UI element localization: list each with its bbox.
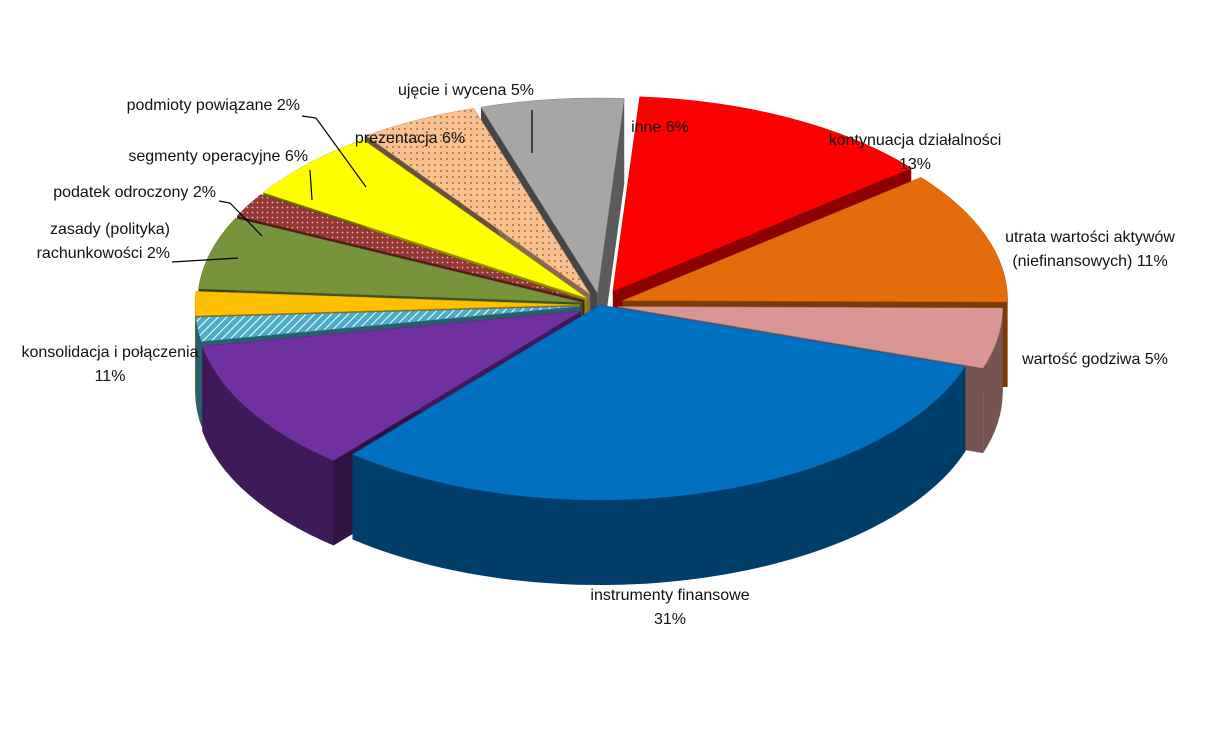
slice-label-line: utrata wartości aktywów	[1005, 229, 1175, 246]
slice-label-line: podatek odroczony 2%	[53, 184, 216, 201]
slice-label: instrumenty finansowe 31%	[590, 587, 749, 628]
leader-line	[301, 115, 367, 188]
slice-zasady-polityka-rachunkowości	[195, 306, 581, 342]
slice-label-line: segmenty operacyjne 6%	[128, 148, 308, 165]
slice-outer-wall	[983, 307, 1003, 454]
leader-line	[218, 200, 263, 237]
slice-label: inne 6%	[631, 119, 689, 136]
slice-label: prezentacja 6%	[355, 130, 465, 147]
slice-podmioty-powiązane	[236, 194, 585, 301]
slice-utrata-wartości-aktywów-niefinansowych	[622, 177, 1008, 303]
slice-label: wartość godziwa 5%	[1021, 351, 1168, 368]
slice-outer-wall	[202, 346, 334, 546]
slice-label: utrata wartości aktywów (niefinansowych) …	[1005, 229, 1175, 270]
label-leader-lines	[171, 110, 533, 263]
slice-outer-wall	[195, 304, 196, 401]
slice-label-line: instrumenty finansowe	[590, 587, 749, 604]
slice-label-line: zasady (polityka)	[50, 221, 170, 238]
slice-outer-wall	[352, 366, 966, 585]
slice-label-line: kontynuacja działalności	[829, 132, 1002, 149]
pie-slice-tops	[194, 96, 1008, 501]
slice-label-line: konsolidacja i połączenia	[22, 344, 199, 361]
slice-label: ujęcie i wycena 5%	[398, 82, 534, 99]
slice-label-line: wartość godziwa 5%	[1021, 351, 1168, 368]
leader-line	[309, 169, 313, 201]
slice-konsolidacja-i-połączenia	[201, 310, 582, 461]
slice-labels: kontynuacja działalności 13% utrata wartoś…	[22, 82, 1176, 628]
slice-label-line: podmioty powiązane 2%	[127, 97, 300, 114]
slice-kontynuacja-działalności	[612, 96, 912, 292]
slice-podatek-odroczony	[194, 291, 581, 317]
slice-prezentacja	[262, 139, 588, 299]
slice-label-line: inne 6%	[631, 119, 689, 136]
slice-outer-wall	[195, 317, 202, 427]
slice-label-line: (niefinansowych) 11%	[1012, 253, 1167, 270]
leader-line	[171, 257, 239, 263]
slice-label: segmenty operacyjne 6%	[128, 148, 308, 165]
slice-label: podmioty powiązane 2%	[127, 97, 300, 114]
slice-wartość-godziwa	[617, 306, 1004, 369]
slice-inne	[480, 97, 625, 294]
slice-label: podatek odroczony 2%	[53, 184, 216, 201]
slice-label-line: ujęcie i wycena 5%	[398, 82, 534, 99]
slice-label-line: 31%	[654, 611, 686, 628]
slice-label: zasady (polityka) rachunkowości 2%	[37, 221, 170, 262]
slice-instrumenty-finansowe	[351, 304, 966, 501]
slice-segmenty-operacyjne	[198, 217, 583, 303]
slice-label-line: 13%	[899, 156, 931, 173]
slice-ujęcie-i-wycena	[365, 108, 591, 295]
slice-label-line: prezentacja 6%	[355, 130, 465, 147]
slice-label: konsolidacja i połączenia 11%	[22, 344, 199, 385]
slice-label-line: rachunkowości 2%	[37, 245, 170, 262]
slice-label-line: 11%	[95, 368, 126, 385]
slice-label: kontynuacja działalności 13%	[829, 132, 1002, 173]
